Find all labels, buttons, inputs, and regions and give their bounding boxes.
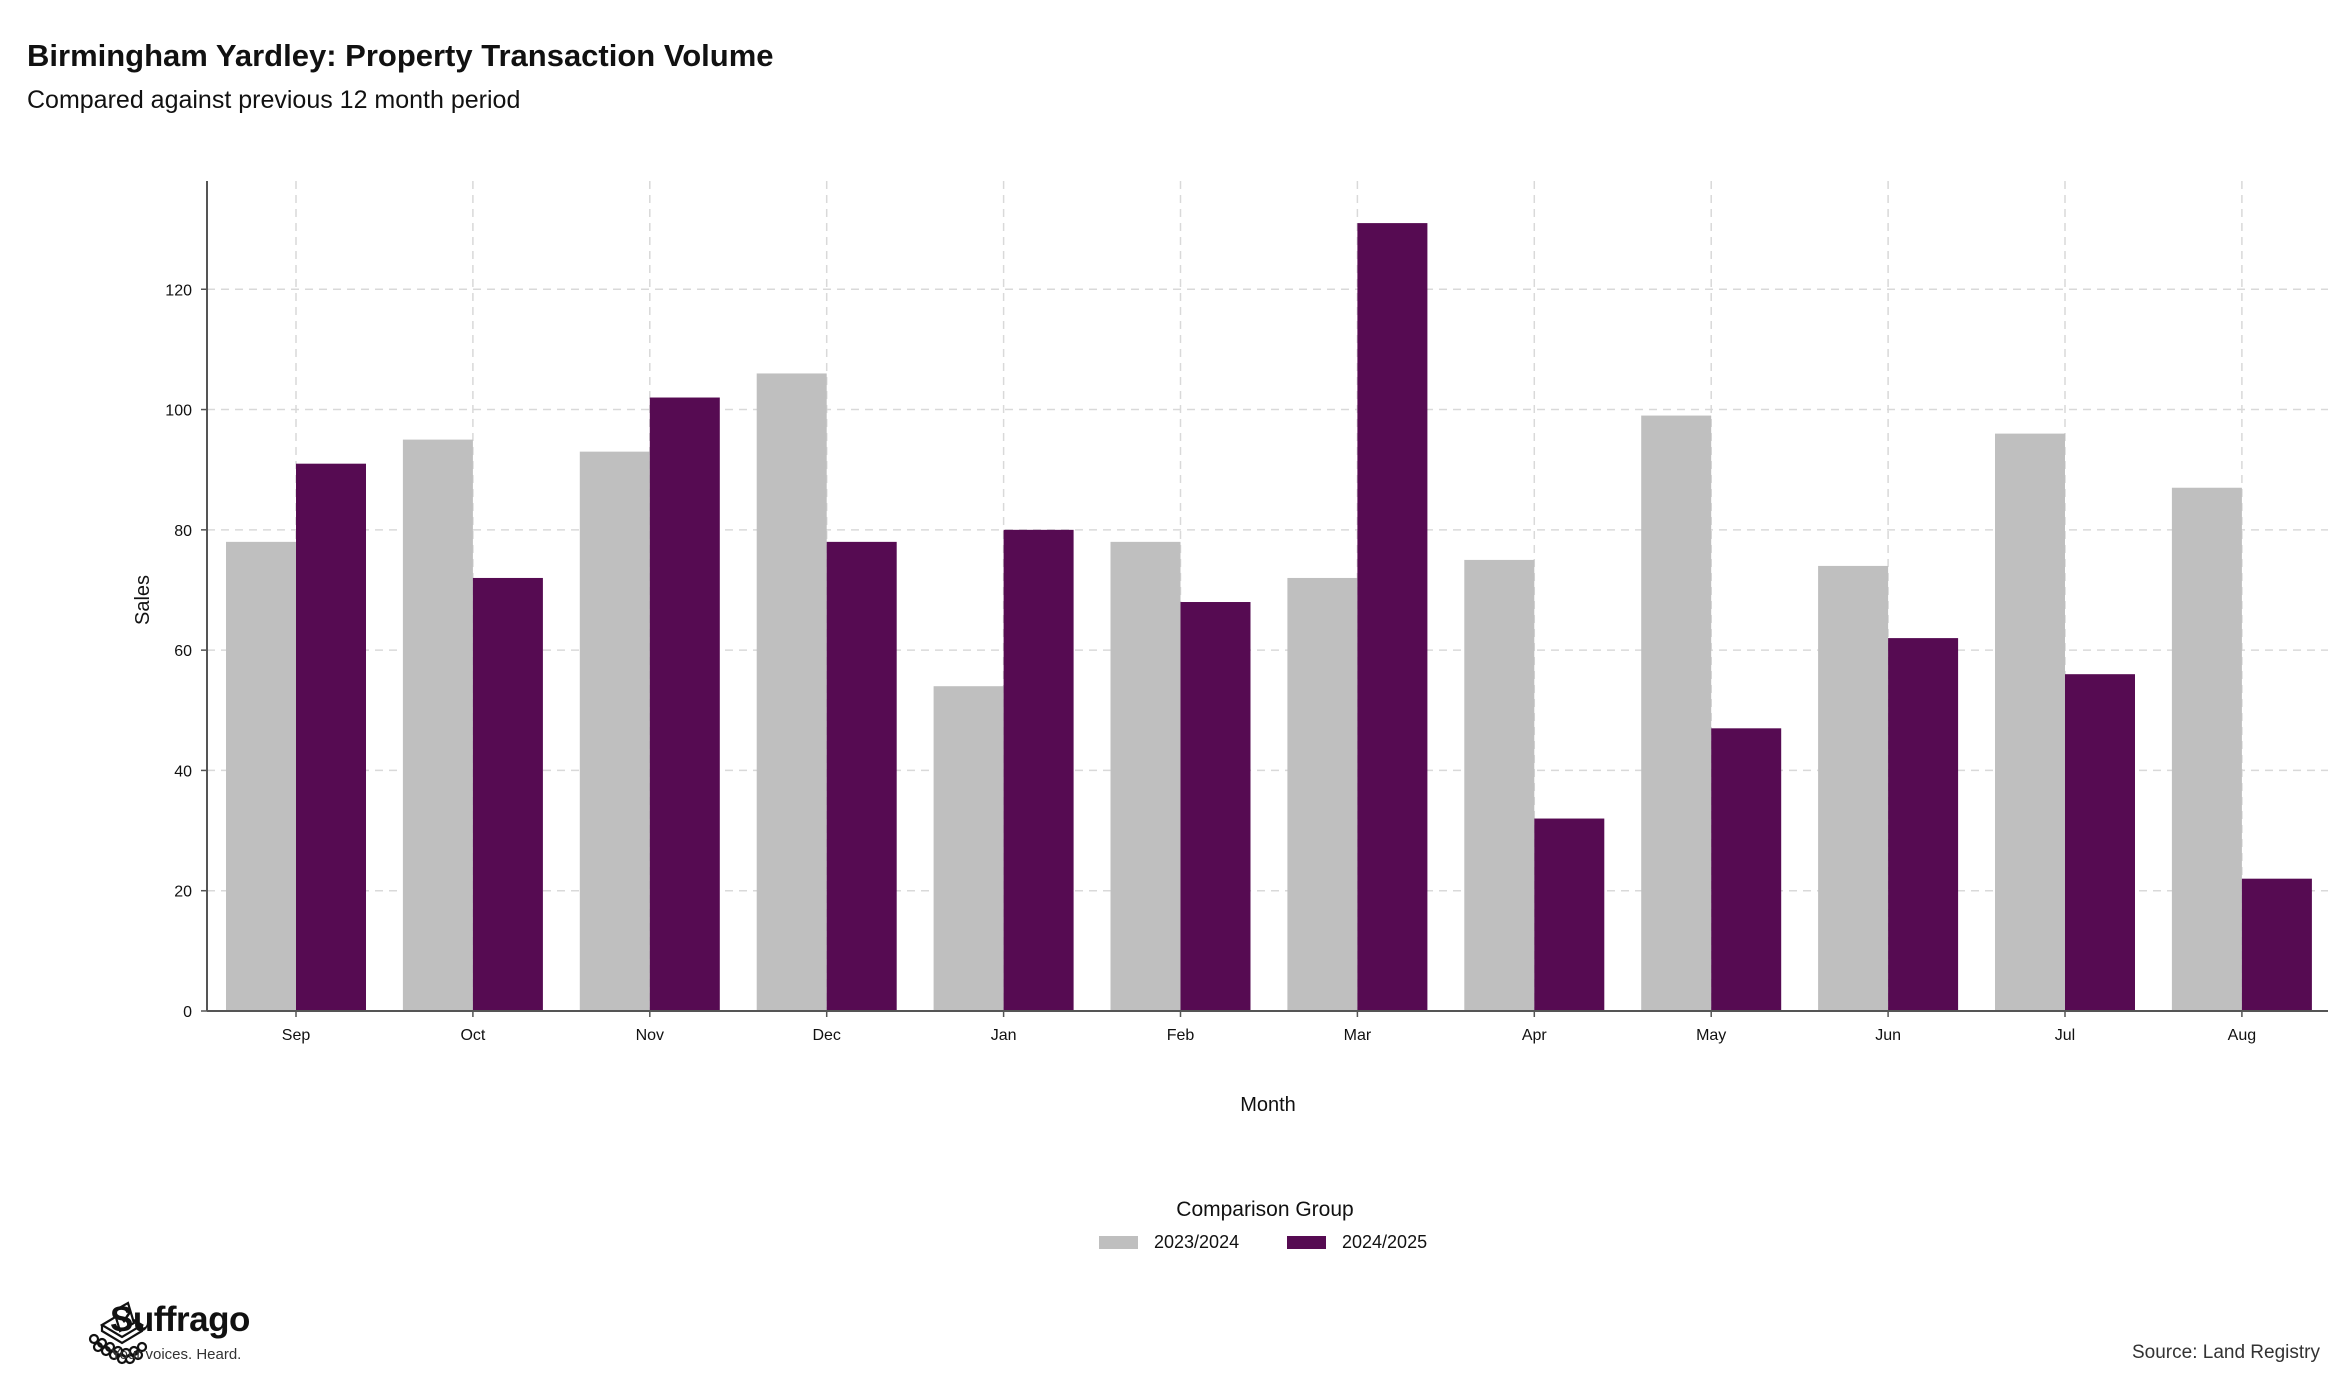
logo-name: Suffrago	[110, 1300, 250, 1339]
bar-2023-2024-aug	[2171, 487, 2242, 1011]
bar-2024-2025-apr	[1534, 818, 1605, 1011]
x-tick-label: Sep	[282, 1027, 311, 1044]
legend-swatch-2023-2024	[1099, 1236, 1138, 1249]
bar-2023-2024-may	[1641, 415, 1712, 1012]
x-tick-label: Feb	[1167, 1027, 1195, 1044]
bar-2024-2025-feb	[1180, 602, 1251, 1011]
y-tick-label: 0	[183, 1004, 192, 1021]
bar-2024-2025-dec	[826, 541, 897, 1011]
x-tick-label: Oct	[460, 1027, 485, 1044]
x-tick-label: Nov	[636, 1027, 664, 1044]
bar-2024-2025-oct	[472, 577, 543, 1011]
bar-2024-2025-aug	[2241, 878, 2312, 1011]
bar-2023-2024-jul	[1995, 433, 2065, 1011]
bar-2023-2024-oct	[402, 439, 473, 1012]
x-tick-label: Mar	[1344, 1027, 1372, 1044]
bar-2024-2025-jun	[1888, 638, 1959, 1011]
bar-2024-2025-jul	[2065, 674, 2135, 1011]
x-tick-label: Apr	[1522, 1027, 1548, 1044]
chart-title: Birmingham Yardley: Property Transaction…	[27, 38, 774, 73]
y-tick-label: 80	[174, 523, 192, 540]
bar-2023-2024-jun	[1818, 565, 1889, 1011]
bar-2023-2024-mar	[1287, 577, 1358, 1011]
bar-2024-2025-jan	[1003, 529, 1074, 1011]
bar-chart: 0 20 40 60 80 100 120 Sep Oct Nov Dec Jan Feb Mar Apr M…	[132, 181, 2328, 1116]
bar-2024-2025-sep	[296, 463, 366, 1011]
legend-item-2024-2025: 2024/2025	[1287, 1232, 1427, 1253]
bar-2024-2025-nov	[649, 397, 720, 1011]
x-tick-label: Jan	[991, 1027, 1017, 1044]
y-axis-title: Sales	[132, 575, 154, 625]
x-axis-title: Month	[1240, 1094, 1296, 1116]
x-tick-label: Dec	[812, 1027, 840, 1044]
bar-2023-2024-nov	[579, 451, 650, 1011]
bar-2024-2025-mar	[1357, 223, 1428, 1012]
y-tick-label: 20	[174, 884, 192, 901]
x-tick-label: Aug	[2228, 1027, 2256, 1044]
axes: 0 20 40 60 80 100 120 Sep Oct Nov Dec Jan Feb Mar Apr M…	[165, 181, 2328, 1044]
legend-title: Comparison Group	[1176, 1198, 1354, 1221]
bars	[226, 223, 2312, 1012]
legend-label-2024-2025: 2024/2025	[1342, 1232, 1428, 1252]
y-tick-label: 100	[165, 403, 192, 420]
y-tick-label: 120	[165, 282, 192, 299]
legend-swatch-2024-2025	[1287, 1236, 1326, 1249]
source-note: Source: Land Registry	[2132, 1342, 2320, 1363]
legend-item-2023-2024: 2023/2024	[1099, 1232, 1239, 1253]
bar-2023-2024-feb	[1110, 541, 1181, 1011]
chart-subtitle: Compared against previous 12 month perio…	[27, 86, 521, 114]
x-tick-label: Jul	[2055, 1027, 2075, 1044]
x-tick-label: Jun	[1875, 1027, 1901, 1044]
legend-label-2023-2024: 2023/2024	[1154, 1232, 1240, 1252]
bar-2024-2025-may	[1711, 728, 1782, 1011]
bar-2023-2024-apr	[1464, 559, 1535, 1011]
x-tick-label: May	[1696, 1027, 1726, 1044]
bar-2023-2024-dec	[756, 373, 827, 1012]
ballot-box-icon	[88, 1301, 148, 1365]
bar-2023-2024-jan	[933, 686, 1004, 1011]
y-tick-label: 60	[174, 643, 192, 660]
y-tick-label: 40	[174, 763, 192, 780]
logo-tagline: Your voices. Heard.	[111, 1346, 242, 1363]
bar-2023-2024-sep	[226, 541, 296, 1011]
